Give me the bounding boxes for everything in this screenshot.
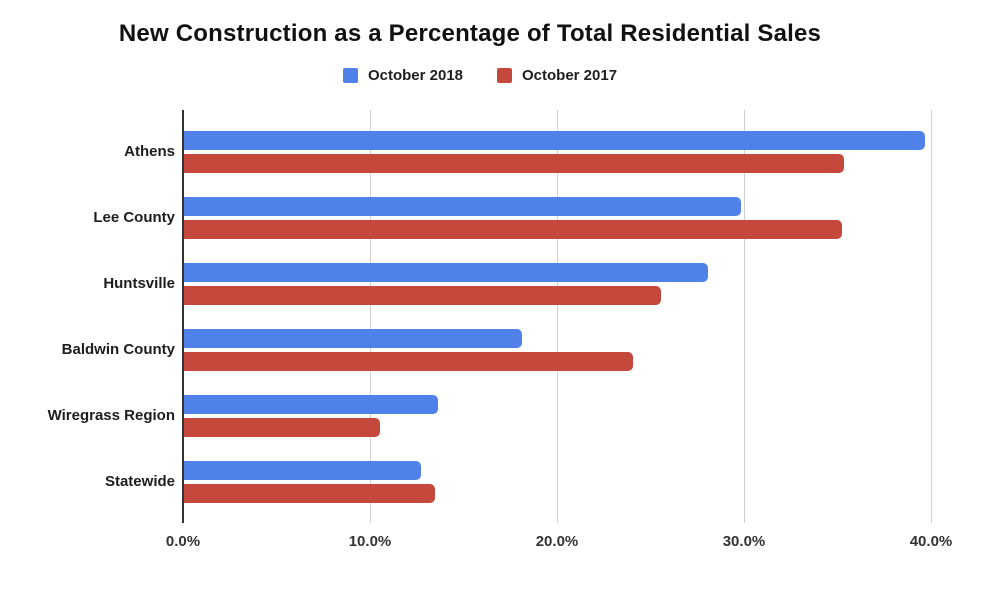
x-tick-label-30pct: 30.0% (722, 533, 766, 550)
bar-october-2018-baldwin-county[interactable] (184, 329, 522, 348)
axis-baseline (182, 110, 184, 523)
x-tick-label-20pct: 20.0% (535, 533, 579, 550)
bar-october-2017-wiregrass-region[interactable] (184, 418, 380, 437)
gridline-10pct (370, 110, 371, 523)
bar-october-2018-wiregrass-region[interactable] (184, 395, 438, 414)
x-tick-label-0pct: 0.0% (165, 533, 201, 550)
legend-label: October 2017 (522, 66, 618, 84)
x-tick-label-10pct: 10.0% (348, 533, 392, 550)
bar-october-2018-statewide[interactable] (184, 461, 421, 480)
gridline-30pct (744, 110, 745, 523)
category-label-huntsville: Huntsville (103, 274, 175, 292)
legend-swatch-october-2018 (342, 67, 358, 83)
chart-title: New Construction as a Percentage of Tota… (118, 20, 822, 47)
category-label-statewide: Statewide (104, 472, 175, 490)
bar-october-2017-lee-county[interactable] (184, 220, 842, 239)
x-tick-label-40pct: 40.0% (909, 533, 953, 550)
category-label-wiregrass-region: Wiregrass Region (47, 406, 175, 424)
category-label-lee-county: Lee County (93, 208, 175, 226)
legend-swatch-october-2017 (497, 67, 512, 83)
category-label-baldwin-county: Baldwin County (61, 340, 175, 358)
bar-october-2018-athens[interactable] (184, 131, 925, 150)
bar-october-2018-huntsville[interactable] (184, 263, 708, 282)
category-label-athens: Athens (124, 142, 175, 160)
bar-october-2017-athens[interactable] (184, 154, 844, 173)
bar-october-2018-lee-county[interactable] (184, 197, 741, 216)
bar-october-2017-huntsville[interactable] (184, 286, 661, 305)
gridline-40pct (931, 110, 932, 523)
gridline-20pct (557, 110, 558, 523)
legend-item-october-2018[interactable]: October 2018 (342, 66, 463, 84)
legend-item-october-2017[interactable]: October 2017 (497, 67, 617, 84)
bar-october-2017-baldwin-county[interactable] (184, 352, 633, 371)
legend: October 2018 October 2017 (0, 64, 960, 86)
legend-label: October 2018 (367, 66, 463, 84)
bar-october-2017-statewide[interactable] (184, 484, 435, 503)
